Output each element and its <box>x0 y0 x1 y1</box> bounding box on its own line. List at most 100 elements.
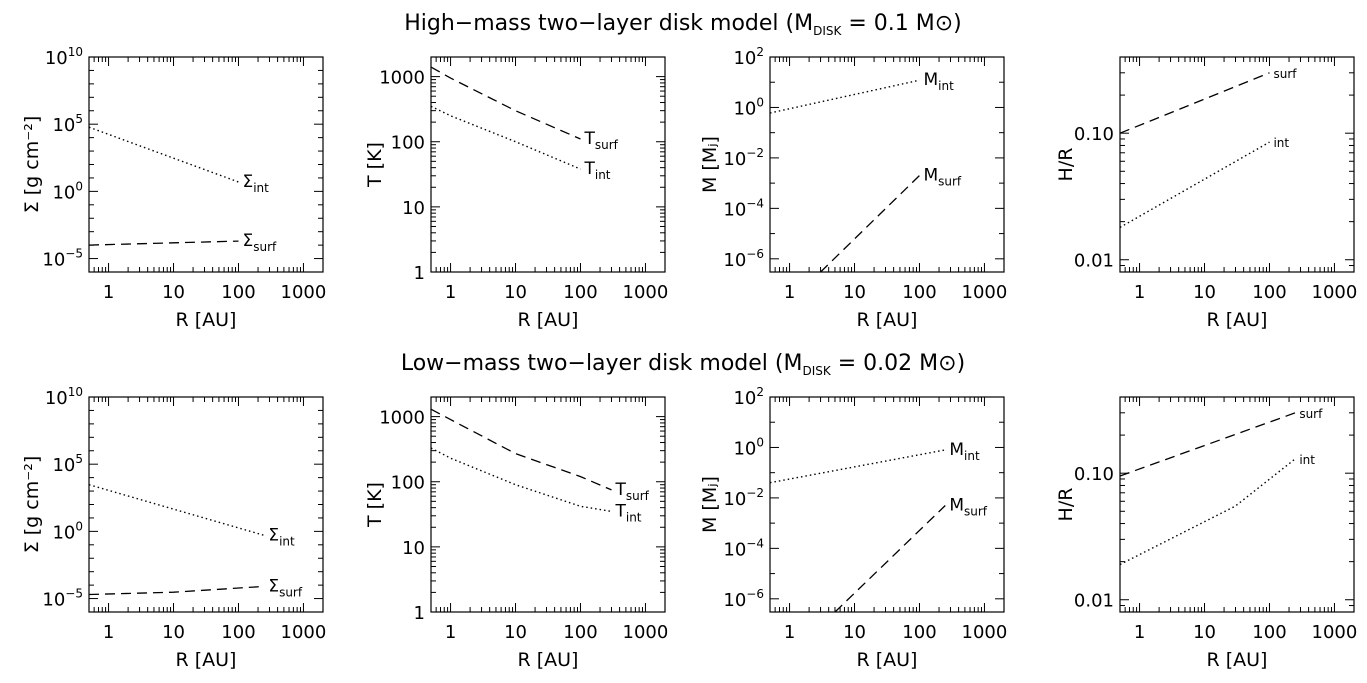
x-axis-label: R [AU] <box>1207 649 1268 671</box>
x-tick-label: 100 <box>902 282 936 303</box>
series-label: surf <box>1299 407 1323 421</box>
panel-high-mass-sigma: 1 10 100 1000 10−5 100 105 1010 R [AU] Σ [g cm⁻²]… <box>21 45 326 331</box>
y-tick-label: 100 <box>52 519 83 543</box>
x-tick-label: 1 <box>103 622 114 643</box>
y-tick-label: 10−6 <box>723 587 764 611</box>
y-tick-label: 10 <box>402 538 425 559</box>
panel-low-mass-sigma: 1 10 100 1000 10−5 100 105 1010 R [AU] Σ [g cm⁻²]… <box>21 385 326 671</box>
series-line-surf <box>430 66 581 140</box>
y-tick-label: 1 <box>414 263 425 284</box>
y-tick-label: 10−5 <box>42 587 83 611</box>
panel-high-mass-aspect: 1 10 100 1000 0.01 0.10 R [AU] H/R surf int <box>1055 56 1357 331</box>
y-tick-label: 0.10 <box>1074 464 1114 485</box>
plot-frame <box>430 396 666 613</box>
y-tick-label: 100 <box>733 435 764 459</box>
y-tick-label: 100 <box>52 179 83 203</box>
y-axis-label: M [Mⱼ] <box>699 136 721 193</box>
x-tick-label: 100 <box>563 622 597 643</box>
y-axis-label: T [K] <box>364 142 386 188</box>
x-tick-label: 1 <box>445 622 456 643</box>
x-axis-label: R [AU] <box>176 309 237 331</box>
series-label: Tsurf <box>614 480 649 503</box>
y-tick-label: 0.01 <box>1074 591 1114 612</box>
y-tick-label: 0.01 <box>1074 251 1114 272</box>
series-line-int <box>1119 141 1270 229</box>
series-label: Mint <box>949 440 980 463</box>
series-label: Tint <box>583 159 610 182</box>
x-axis-label: R [AU] <box>857 649 918 671</box>
x-tick-label: 10 <box>1193 282 1216 303</box>
x-tick-label: 10 <box>843 622 866 643</box>
series-label: Σint <box>242 172 269 195</box>
y-tick-label: 100 <box>391 133 425 154</box>
x-tick-label: 1000 <box>281 622 327 643</box>
plot-frame <box>430 56 666 273</box>
x-tick-label: 1 <box>784 622 795 643</box>
x-tick-label: 1000 <box>623 282 669 303</box>
series-line-int <box>769 449 946 484</box>
x-tick-label: 100 <box>1252 282 1286 303</box>
y-tick-label: 102 <box>733 385 764 409</box>
series-label: Tsurf <box>583 129 618 152</box>
y-tick-label: 10−4 <box>723 196 764 220</box>
y-tick-label: 105 <box>52 452 83 476</box>
series-line-int <box>430 447 612 513</box>
y-axis-label: T [K] <box>364 482 386 528</box>
series-label: int <box>1299 453 1315 467</box>
plot-frame <box>1119 396 1355 613</box>
x-tick-label: 10 <box>504 282 527 303</box>
x-tick-label: 100 <box>563 282 597 303</box>
x-tick-label: 10 <box>843 282 866 303</box>
x-axis-label: R [AU] <box>1207 309 1268 331</box>
series-line-int <box>1119 458 1296 566</box>
y-tick-label: 1000 <box>379 68 425 89</box>
plot-frame <box>88 396 324 613</box>
series-label: surf <box>1273 67 1297 81</box>
series-label: Σsurf <box>242 231 277 254</box>
y-tick-label: 0.10 <box>1074 124 1114 145</box>
plot-frame <box>1119 56 1355 273</box>
y-tick-label: 10−2 <box>723 486 764 510</box>
row-title-low-mass: Low−mass two−layer disk model (MDISK = 0… <box>401 351 965 378</box>
x-tick-label: 1000 <box>962 622 1008 643</box>
y-tick-label: 10 <box>402 198 425 219</box>
y-tick-label: 10−5 <box>42 247 83 271</box>
x-tick-label: 1 <box>445 282 456 303</box>
y-tick-label: 100 <box>733 95 764 119</box>
x-tick-label: 1 <box>784 282 795 303</box>
x-axis-label: R [AU] <box>857 309 918 331</box>
series-line-surf <box>1119 412 1296 477</box>
x-tick-label: 1000 <box>1312 622 1358 643</box>
series-line-surf <box>820 175 920 273</box>
series-label: Σint <box>268 525 295 548</box>
x-tick-label: 100 <box>221 282 255 303</box>
y-tick-label: 1000 <box>379 408 425 429</box>
y-tick-label: 102 <box>733 45 764 69</box>
x-tick-label: 100 <box>902 622 936 643</box>
series-line-int <box>430 105 581 170</box>
y-tick-label: 10−2 <box>723 146 764 170</box>
panel-high-mass-temperature: 1 10 100 1000 1 10 100 1000 R [AU] T [K] Tsurf Tint <box>364 56 669 331</box>
y-axis-label: M [Mⱼ] <box>699 476 721 533</box>
x-tick-label: 10 <box>1193 622 1216 643</box>
x-tick-label: 10 <box>162 622 185 643</box>
x-axis-label: R [AU] <box>518 649 579 671</box>
y-axis-label: H/R <box>1055 148 1077 182</box>
x-tick-label: 1 <box>1134 622 1145 643</box>
series-line-surf <box>88 240 239 246</box>
series-line-surf <box>1119 72 1270 134</box>
x-tick-label: 10 <box>504 622 527 643</box>
series-line-int <box>88 484 265 537</box>
x-axis-label: R [AU] <box>518 309 579 331</box>
row-title-high-mass: High−mass two−layer disk model (MDISK = … <box>404 11 962 38</box>
y-tick-label: 10−6 <box>723 247 764 271</box>
y-tick-label: 100 <box>391 473 425 494</box>
plot-frame <box>769 396 1005 613</box>
x-axis-label: R [AU] <box>176 649 237 671</box>
plot-frame <box>88 56 324 273</box>
x-tick-label: 100 <box>1252 622 1286 643</box>
series-label: int <box>1273 136 1289 150</box>
series-line-surf <box>88 585 265 596</box>
y-tick-label: 105 <box>52 112 83 136</box>
